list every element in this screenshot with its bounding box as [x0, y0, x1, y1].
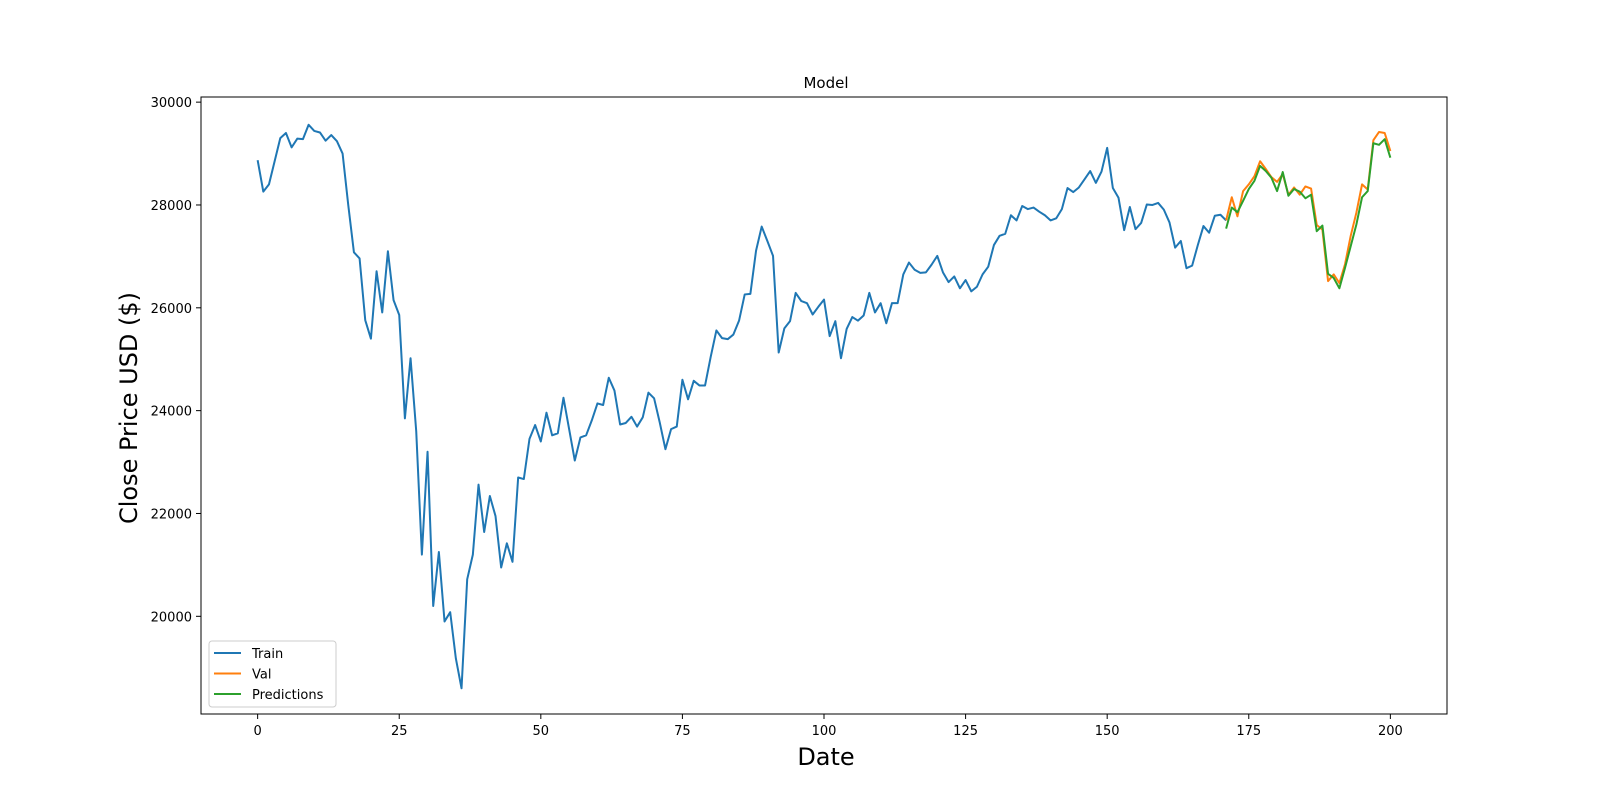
x-tick-label: 75	[674, 724, 691, 739]
series-line-val	[1225, 130, 1392, 285]
y-tick-label: 28000	[151, 199, 192, 214]
legend-box	[208, 640, 337, 708]
x-tick-label: 0	[253, 724, 261, 739]
series-line-train	[256, 123, 1227, 690]
plot-lines	[256, 123, 1392, 690]
y-axis: 20000 22000 24000 26000 28000 30000	[151, 96, 201, 625]
x-axis-label: Date	[797, 743, 854, 771]
x-tick-label: 50	[533, 724, 550, 739]
y-tick-label: 24000	[151, 405, 192, 420]
chart-title: Model	[803, 74, 848, 92]
y-axis-label: Close Price USD ($)	[115, 292, 143, 524]
y-tick-label: 30000	[151, 96, 192, 111]
x-tick-label: 125	[953, 724, 978, 739]
legend: Train Val Predictions	[208, 640, 337, 708]
y-tick-label: 20000	[151, 610, 192, 625]
x-tick-label: 100	[812, 724, 837, 739]
x-tick-label: 25	[391, 724, 408, 739]
y-tick-label: 22000	[151, 507, 192, 522]
x-tick-label: 150	[1095, 724, 1120, 739]
x-tick-label: 175	[1236, 724, 1261, 739]
x-tick-label: 200	[1378, 724, 1403, 739]
legend-label-predictions: Predictions	[252, 688, 324, 703]
legend-label-train: Train	[251, 647, 283, 662]
series-line-predictions	[1225, 138, 1392, 290]
x-axis: 0 25 50 75 100 125 150 175 200	[253, 714, 1403, 739]
legend-label-val: Val	[252, 668, 271, 683]
y-tick-label: 26000	[151, 302, 192, 317]
